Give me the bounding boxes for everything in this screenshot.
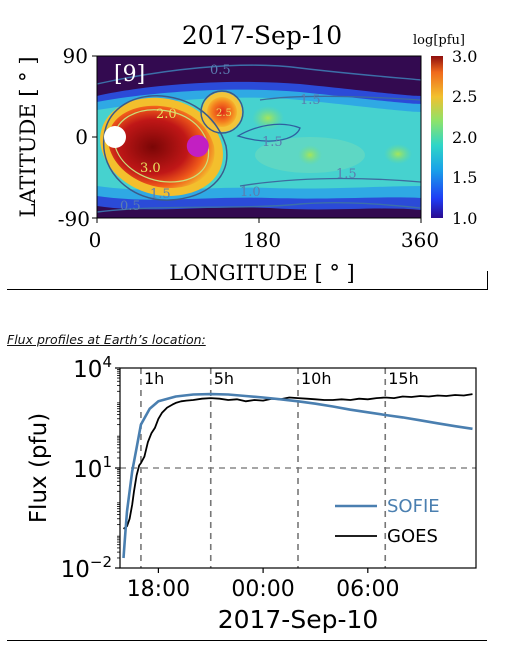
map-title: 2017-Sep-10 [182,21,342,50]
legend: SOFIE GOES [335,496,440,547]
contour-label: 0.5 [120,199,141,214]
time-marker-label: 5h [214,369,234,388]
flux-y-axis-label: Flux (pfu) [26,413,52,523]
x-tick-label: 360 [401,228,439,252]
sofie-series-line [122,392,473,559]
colorbar-tick: 2.0 [452,128,477,147]
time-marker-label: 15h [388,369,419,388]
panel-label: [9] [114,62,145,87]
contour-label: 1.5 [336,167,357,182]
y-tick-label: 10−2 [61,553,112,583]
time-marker-label: 10h [301,369,332,388]
contour-label: 1.5 [300,93,321,108]
separator-tick [487,271,488,290]
contour-label: 2.0 [156,107,177,122]
flux-profiles-caption: Flux profiles at Earth’s location: [7,332,206,347]
contour-label: 2.5 [216,108,232,119]
colorbar-tick: 1.0 [452,209,477,228]
x-tick-label: 18:00 [127,577,190,602]
magenta-marker [186,135,209,157]
flux-map: 2017-Sep-10 0.5 1.5 2.0 1.5 3.0 1.5 1.0 … [16,21,477,285]
y-tick-exponent: −2 [90,553,112,571]
map-y-ticks: 90 0 -90 [58,44,97,231]
separator-top [7,289,487,290]
legend-label-sofie: SOFIE [387,496,440,517]
x-tick-label: 180 [243,228,281,252]
y-tick-label: -90 [58,207,90,231]
contour-label: 1.5 [150,187,171,202]
y-tick-base: 10 [61,557,90,583]
y-tick-exponent: 1 [102,453,112,471]
y-tick-base: 10 [73,357,102,383]
x-tick-label: 0 [89,228,102,252]
flux-series [122,392,473,559]
map-x-ticks: 0 180 360 [89,218,439,252]
contour-label: 3.0 [140,161,161,176]
y-tick-base: 10 [73,457,102,483]
colorbar-label: log[pfu] [413,33,465,48]
time-marker-label: 1h [144,369,164,388]
colorbar: log[pfu] 3.0 2.5 2.0 1.5 1.0 [413,33,477,228]
x-tick-label: 06:00 [336,577,399,602]
map-y-axis-label: LATITUDE [ ° ] [16,56,40,217]
flux-x-axis-label: 2017-Sep-10 [218,605,379,634]
contour-labels: 0.5 1.5 2.0 1.5 3.0 1.5 1.0 1.5 0.5 2.5 [120,63,357,214]
white-marker [104,126,126,148]
colorbar-scale [431,56,443,218]
threshold-and-time-markers [120,368,476,568]
colorbar-tick: 2.5 [452,87,477,106]
contour-label: 1.0 [240,185,261,200]
x-axis-ticks: 18:00 00:00 06:00 [127,568,400,602]
contour-label: 0.5 [210,63,231,78]
x-tick-label: 00:00 [231,577,294,602]
colorbar-tick: 3.0 [452,47,477,66]
y-tick-exponent: 4 [102,353,112,371]
y-tick-label: 101 [73,453,112,483]
separator-bottom [7,640,487,641]
elapsed-time-labels: 1h 5h 10h 15h [144,369,419,388]
y-tick-label: 104 [73,353,112,383]
contour-label: 1.5 [262,135,283,150]
goes-series-line [122,393,473,530]
y-tick-label: 0 [75,125,88,149]
y-tick-label: 90 [63,44,88,68]
colorbar-tick: 1.5 [452,168,477,187]
map-x-axis-label: LONGITUDE [ ° ] [169,261,354,285]
legend-label-goes: GOES [387,526,438,547]
